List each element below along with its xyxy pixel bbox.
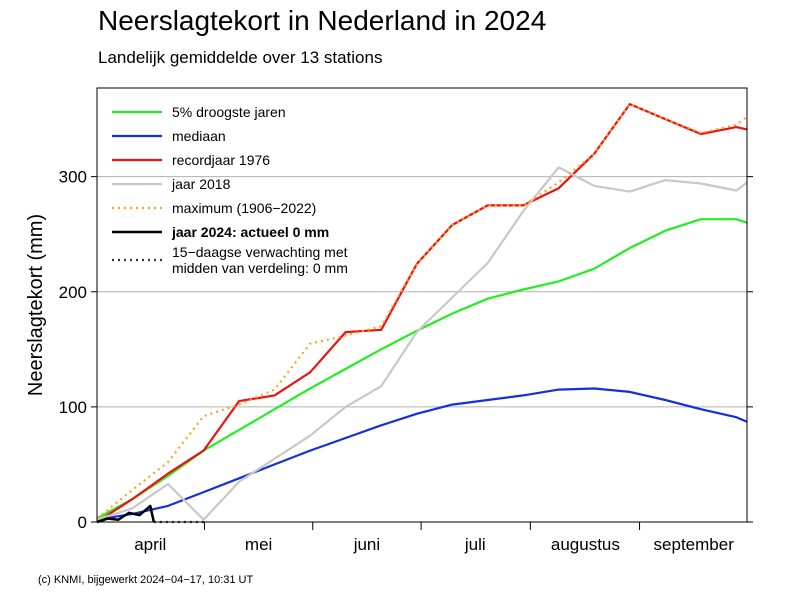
legend-swatch: [112, 182, 162, 186]
legend-entry: jaar 2024: actueel 0 mm: [108, 220, 348, 244]
series-line: [96, 218, 748, 520]
legend-label: mediaan: [172, 128, 226, 144]
legend-entry: 15−daagse verwachting met midden van ver…: [108, 244, 348, 276]
legend-label: jaar 2018: [172, 176, 231, 192]
chart-title: Neerslagtekort in Nederland in 2024: [98, 5, 546, 36]
legend-label: recordjaar 1976: [172, 152, 271, 168]
legend-label: jaar 2024: actueel 0 mm: [172, 224, 330, 240]
legend-label: maximum (1906−2022): [172, 200, 317, 216]
x-tick-label: juli: [464, 535, 486, 554]
x-tick-label: augustus: [551, 535, 620, 554]
legend-swatch: [112, 110, 162, 114]
series-line: [96, 166, 748, 521]
footer: (c) KNMI, bijgewerkt 2024−04−17, 10:31 U…: [38, 574, 254, 586]
legend-swatch: [112, 206, 162, 210]
series-line: [96, 387, 748, 521]
legend-label: 5% droogste jaren: [172, 104, 286, 120]
legend-entry: recordjaar 1976: [108, 148, 348, 172]
series-line: [96, 103, 748, 523]
chart-subtitle: Landelijk gemiddelde over 13 stations: [98, 48, 382, 67]
x-tick-label: juni: [353, 535, 380, 554]
x-tick-label: september: [654, 535, 735, 554]
series-line: [96, 504, 156, 524]
plot-frame: [96, 87, 748, 523]
legend-entry: 5% droogste jaren: [108, 100, 348, 124]
legend-swatch: [112, 258, 162, 262]
y-tick-label: 100: [59, 398, 87, 417]
legend-entry: maximum (1906−2022): [108, 196, 348, 220]
y-axis-label: Neerslagtekort (mm): [25, 214, 47, 396]
legend: 5% droogste jaren mediaan recordjaar 1976 j…: [108, 100, 348, 276]
legend-label: 15−daagse verwachting met midden van ver…: [172, 244, 348, 276]
x-tick-label: mei: [245, 535, 272, 554]
legend-swatch: [112, 134, 162, 138]
legend-swatch: [112, 230, 162, 234]
x-tick-label: april: [134, 535, 166, 554]
y-tick-label: 300: [59, 168, 87, 187]
legend-entry: jaar 2018: [108, 172, 348, 196]
y-tick-label: 200: [59, 283, 87, 302]
y-tick-label: 0: [78, 513, 87, 532]
legend-swatch: [112, 158, 162, 162]
legend-entry: mediaan: [108, 124, 348, 148]
